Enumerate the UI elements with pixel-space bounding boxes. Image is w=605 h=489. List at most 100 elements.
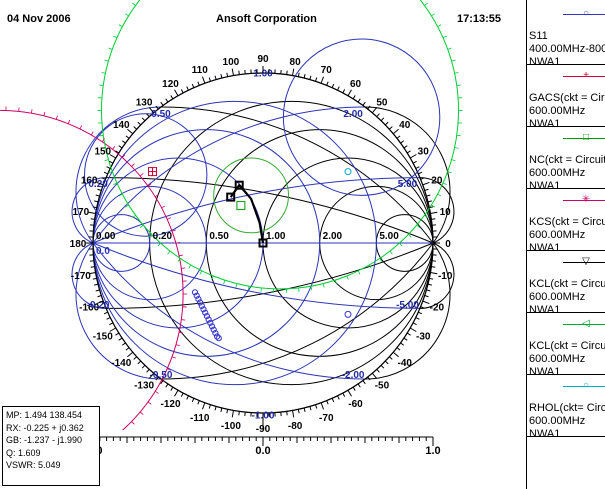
angle-tick bbox=[90, 218, 95, 220]
angle-tick bbox=[170, 386, 174, 391]
angle-label: 40 bbox=[399, 120, 411, 131]
angle-tick bbox=[231, 410, 234, 418]
angle-label: 50 bbox=[376, 97, 388, 108]
stability-tick bbox=[30, 109, 33, 114]
angle-tick bbox=[424, 295, 429, 298]
stability-tick bbox=[167, 217, 172, 220]
bottom-axis-label: 0.0 bbox=[255, 445, 270, 457]
angle-tick bbox=[427, 200, 432, 203]
legend-swatch-line bbox=[563, 14, 605, 15]
angle-tick bbox=[133, 126, 137, 130]
angle-tick bbox=[320, 76, 325, 84]
legend-swatch-line bbox=[563, 386, 605, 387]
angle-label: -170 bbox=[71, 271, 91, 282]
stability-tick bbox=[181, 267, 186, 269]
angle-tick bbox=[420, 177, 425, 180]
angle-tick bbox=[403, 145, 408, 149]
angle-label: -60 bbox=[348, 399, 363, 410]
angle-tick bbox=[429, 277, 434, 280]
real-axis-label: 2.00 bbox=[323, 231, 343, 242]
stability-tick bbox=[112, 145, 116, 150]
angle-tick bbox=[155, 376, 159, 381]
stability-tick bbox=[118, 193, 123, 197]
reactance-arc bbox=[106, 242, 434, 309]
s11-point bbox=[212, 330, 219, 337]
legend-swatch-line bbox=[563, 262, 605, 263]
stability-tick bbox=[188, 264, 192, 269]
angle-label: -120 bbox=[160, 399, 180, 410]
angle-label: 120 bbox=[162, 79, 179, 90]
angle-label: 10 bbox=[440, 207, 452, 218]
s11-point bbox=[210, 326, 217, 333]
stability-tick bbox=[79, 125, 83, 130]
angle-tick bbox=[400, 140, 405, 144]
angle-tick bbox=[101, 177, 106, 180]
stability-tick bbox=[456, 134, 461, 137]
stability-tick bbox=[99, 134, 104, 137]
legend-item: ◁ KCL(ckt = Circu 600.00MHz NWA1 bbox=[527, 312, 605, 378]
stability-circle-kcl bbox=[101, 0, 459, 290]
angle-label: 80 bbox=[290, 57, 302, 68]
stability-tick bbox=[139, 173, 144, 177]
stability-tick bbox=[437, 193, 442, 197]
s11-point bbox=[208, 323, 216, 330]
s11-point bbox=[202, 309, 209, 316]
angle-tick bbox=[127, 128, 134, 135]
stability-tick bbox=[310, 286, 313, 291]
angle-tick bbox=[367, 376, 371, 381]
angle-tick bbox=[418, 171, 423, 175]
angle-tick bbox=[180, 392, 184, 397]
stability-tick bbox=[131, 421, 135, 425]
stability-tick bbox=[171, 229, 176, 232]
angle-label: 100 bbox=[223, 57, 240, 68]
angle-tick bbox=[389, 126, 393, 130]
legend-item: + GACS(ckt = Circ 600.00MHz NWA1 bbox=[527, 64, 605, 130]
angle-tick bbox=[231, 68, 234, 76]
angle-tick bbox=[303, 407, 306, 412]
stability-tick bbox=[235, 283, 238, 288]
angle-tick bbox=[121, 342, 126, 346]
stability-tick bbox=[408, 234, 412, 238]
angle-tick bbox=[214, 406, 217, 411]
legend-marker-icon: ○ bbox=[582, 380, 590, 391]
readout-gb: GB: -1.237 - j1.990 bbox=[6, 435, 83, 445]
stability-tick bbox=[154, 390, 159, 394]
rhol-marker bbox=[344, 168, 352, 176]
stability-tick bbox=[118, 24, 123, 27]
reactance-label: 2.00 bbox=[343, 109, 363, 120]
angle-tick bbox=[357, 383, 361, 388]
stability-tick bbox=[113, 35, 118, 39]
angle-tick bbox=[292, 68, 295, 76]
angle-tick bbox=[118, 145, 123, 149]
readout-vswr: VSWR: 5.049 bbox=[6, 460, 61, 470]
angle-tick bbox=[201, 76, 206, 84]
reactance-label: 1.00 bbox=[253, 68, 273, 79]
angle-tick bbox=[426, 289, 431, 292]
stability-tick bbox=[346, 275, 349, 280]
stability-tick bbox=[101, 72, 106, 74]
stability-tick bbox=[456, 84, 461, 86]
angle-label: 140 bbox=[113, 120, 130, 131]
angle-tick bbox=[101, 306, 106, 309]
header-time: 17:13:55 bbox=[457, 13, 502, 25]
legend-item: ▽ KCL(ckt = Circu 600.00MHz NWA1 bbox=[527, 250, 605, 316]
stability-tick bbox=[125, 13, 129, 17]
readout-rx: RX: -0.225 + j0.362 bbox=[6, 422, 84, 433]
reactance-arc bbox=[419, 177, 455, 244]
angle-tick bbox=[384, 121, 389, 126]
legend-label: KCS(ckt = Circu 600.00MHz NWA1 bbox=[529, 216, 605, 254]
real-axis-label: 0.50 bbox=[209, 231, 229, 242]
stability-tick bbox=[177, 258, 181, 262]
matching-path-node bbox=[226, 192, 236, 202]
reactance-arc bbox=[106, 177, 434, 244]
legend-swatch-line bbox=[563, 200, 605, 201]
stability-tick bbox=[247, 286, 250, 291]
legend-marker-icon: ✳ bbox=[581, 194, 591, 205]
angle-tick bbox=[88, 211, 96, 214]
stability-tick bbox=[148, 234, 152, 238]
angle-tick bbox=[174, 389, 179, 397]
marker-readout: MP: 1.494 138.454 RX: -0.225 + j0.362 GB… bbox=[2, 406, 100, 486]
angle-tick bbox=[371, 107, 378, 114]
angle-label: 0 bbox=[445, 239, 451, 250]
s11-point bbox=[207, 319, 214, 326]
